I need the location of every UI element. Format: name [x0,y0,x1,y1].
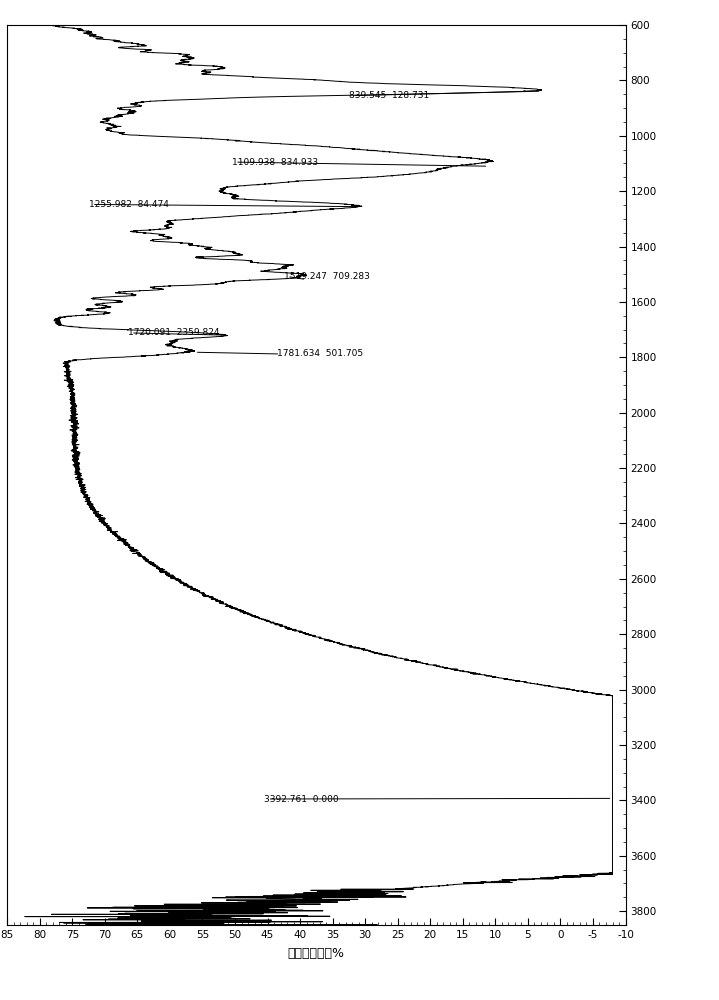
Text: 1781.634  501.705: 1781.634 501.705 [278,349,363,358]
Text: 1255.982  84.474: 1255.982 84.474 [88,200,168,209]
Text: 839.545  128.731: 839.545 128.731 [349,91,429,100]
Text: 1109.938  834.933: 1109.938 834.933 [232,158,318,167]
Text: 3392.761  0.000: 3392.761 0.000 [265,794,339,804]
Text: 1720.091  2359.824: 1720.091 2359.824 [127,328,219,337]
X-axis label: 单位：传透率%: 单位：传透率% [288,947,345,960]
Text: 1519.247  709.283: 1519.247 709.283 [284,272,370,281]
